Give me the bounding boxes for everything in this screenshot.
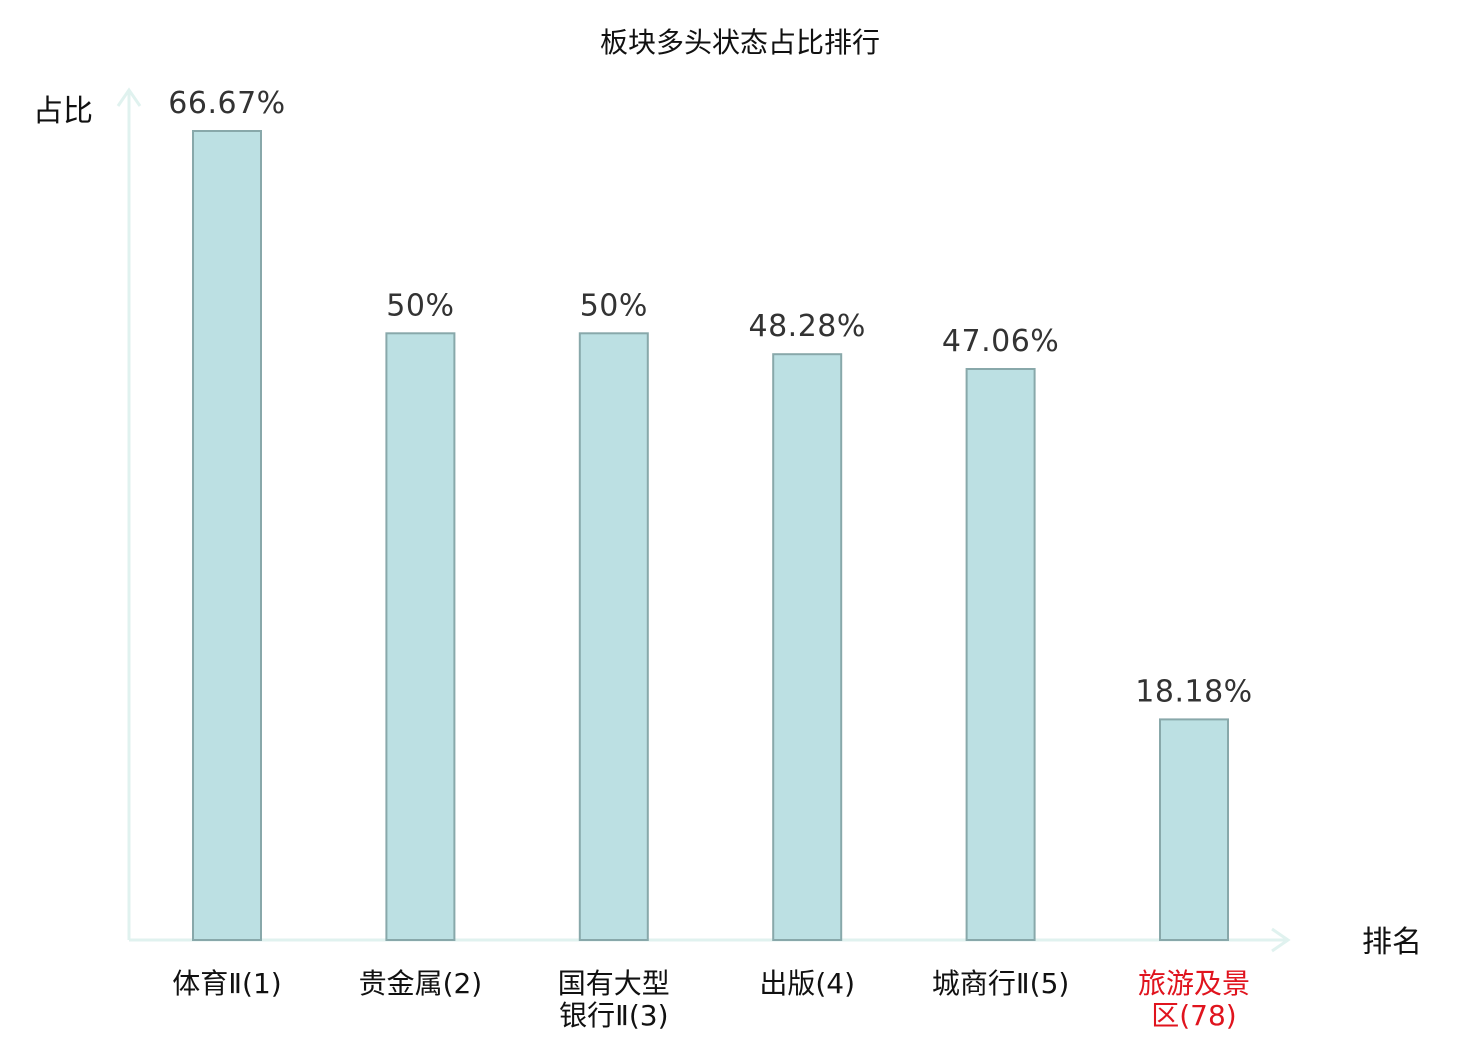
x-tick-labels-group: 体育Ⅱ(1) 贵金属(2) 国有大型银行Ⅱ(3) 出版(4) 城商行Ⅱ(5) 旅游及景区(…: [172, 967, 1250, 1032]
data-label: 66.67%: [168, 86, 285, 121]
bars-group: [192, 130, 1229, 942]
x-tick-label: 贵金属(2): [359, 967, 483, 1000]
x-tick-label: 体育Ⅱ(1): [172, 967, 281, 1000]
bar: [385, 332, 456, 941]
data-label: 48.28%: [749, 309, 866, 344]
data-label: 18.18%: [1135, 674, 1252, 709]
bar: [578, 332, 649, 941]
data-label: 50%: [386, 288, 454, 323]
bar: [772, 353, 843, 941]
chart-title: 板块多头状态占比排行: [600, 26, 880, 59]
x-tick-label: 出版(4): [759, 967, 855, 1000]
bar: [192, 130, 262, 941]
value-labels-group: 66.67% 50% 50% 48.28% 47.06% 18.18%: [168, 86, 1252, 709]
bar: [965, 368, 1036, 941]
y-axis-label: 占比: [33, 94, 93, 129]
y-axis-arrow: [116, 87, 142, 107]
x-tick-label: 城商行Ⅱ(5): [932, 967, 1069, 1000]
x-axis-arrow: [1271, 927, 1291, 953]
x-axis-label: 排名: [1362, 925, 1422, 960]
bar: [1159, 718, 1229, 942]
axes: [116, 87, 1291, 953]
data-label: 47.06%: [942, 324, 1059, 359]
x-tick-label: 国有大型银行Ⅱ(3): [558, 967, 670, 1032]
data-label: 50%: [580, 288, 648, 323]
x-tick-label: 旅游及景区(78): [1138, 967, 1250, 1032]
